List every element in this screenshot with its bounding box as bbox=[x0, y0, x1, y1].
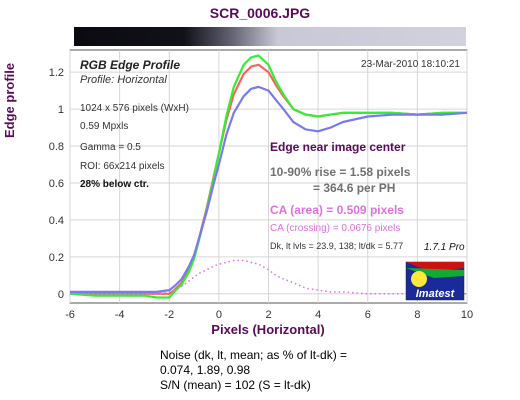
noise-line-1: Noise (dk, lt, mean; as % of lt-dk) = bbox=[160, 348, 348, 362]
y-tick-label: 0.6 bbox=[49, 178, 64, 190]
y-tick-label: 0.8 bbox=[49, 141, 64, 153]
series-line-green bbox=[69, 54, 467, 299]
axis-ticks: -6 -4 -2 0 2 4 6 8 10 0 0.2 0.4 0.6 0.8 1 1.2 bbox=[49, 67, 473, 321]
edge-title: Edge near image center bbox=[270, 140, 406, 154]
x-tick-label: -6 bbox=[65, 309, 75, 321]
info-line-bold: 28% below ctr. bbox=[80, 179, 149, 190]
y-tick-label: 0 bbox=[58, 289, 64, 301]
y-tick-label: 1.2 bbox=[49, 67, 64, 79]
grid-lines bbox=[69, 50, 468, 303]
x-tick-label: 4 bbox=[315, 309, 321, 321]
noise-summary: Noise (dk, lt, mean; as % of lt-dk) = 0.… bbox=[160, 348, 347, 393]
panel-heading: RGB Edge Profile bbox=[80, 58, 180, 72]
x-axis-label: Pixels (Horizontal) bbox=[211, 322, 324, 337]
x-tick-label: 10 bbox=[461, 309, 473, 321]
y-axis-label: Edge profile bbox=[2, 62, 17, 138]
rise-line-2: = 364.6 per PH bbox=[313, 181, 395, 195]
ca-area: CA (area) = 0.509 pixels bbox=[270, 203, 404, 217]
x-tick-label: -2 bbox=[164, 309, 174, 321]
info-line: ROI: 66x214 pixels bbox=[80, 161, 165, 172]
series-line-ca bbox=[70, 259, 467, 295]
noise-line-2: 0.074, 1.89, 0.98 bbox=[160, 363, 251, 377]
edge-gradient-strip bbox=[74, 27, 466, 46]
x-tick-label: 8 bbox=[414, 309, 420, 321]
info-line: Gamma = 0.5 bbox=[80, 142, 141, 153]
file-title: SCR_0006.JPG bbox=[209, 5, 311, 21]
info-line: 1024 x 576 pixels (WxH) bbox=[80, 103, 189, 114]
x-tick-label: 6 bbox=[365, 309, 371, 321]
logo-text: Imatest bbox=[416, 288, 456, 300]
rise-line-1: 10-90% rise = 1.58 pixels bbox=[270, 165, 411, 179]
levels-line: Dk, lt lvls = 23.9, 138; lt/dk = 5.77 bbox=[270, 241, 403, 251]
x-tick-label: -4 bbox=[115, 309, 125, 321]
panel-subheading: Profile: Horizontal bbox=[80, 74, 167, 86]
series-line-blue bbox=[70, 85, 468, 293]
ca-crossing: CA (crossing) = 0.0676 pixels bbox=[270, 223, 400, 234]
x-tick-label: 2 bbox=[265, 309, 271, 321]
panel-date: 23-Mar-2010 18:10:21 bbox=[361, 59, 460, 70]
x-tick-label: 0 bbox=[216, 309, 222, 321]
y-tick-label: 0.4 bbox=[49, 215, 64, 227]
y-tick-label: 1 bbox=[58, 104, 64, 116]
imatest-logo: Imatest bbox=[405, 261, 465, 301]
profile-curves bbox=[69, 54, 468, 299]
noise-line-3: S/N (mean) = 102 (S = lt-dk) bbox=[160, 378, 311, 392]
info-line: 0.59 Mpxls bbox=[80, 121, 128, 132]
y-tick-label: 0.2 bbox=[49, 252, 64, 264]
version-label: 1.7.1 Pro bbox=[424, 242, 465, 253]
